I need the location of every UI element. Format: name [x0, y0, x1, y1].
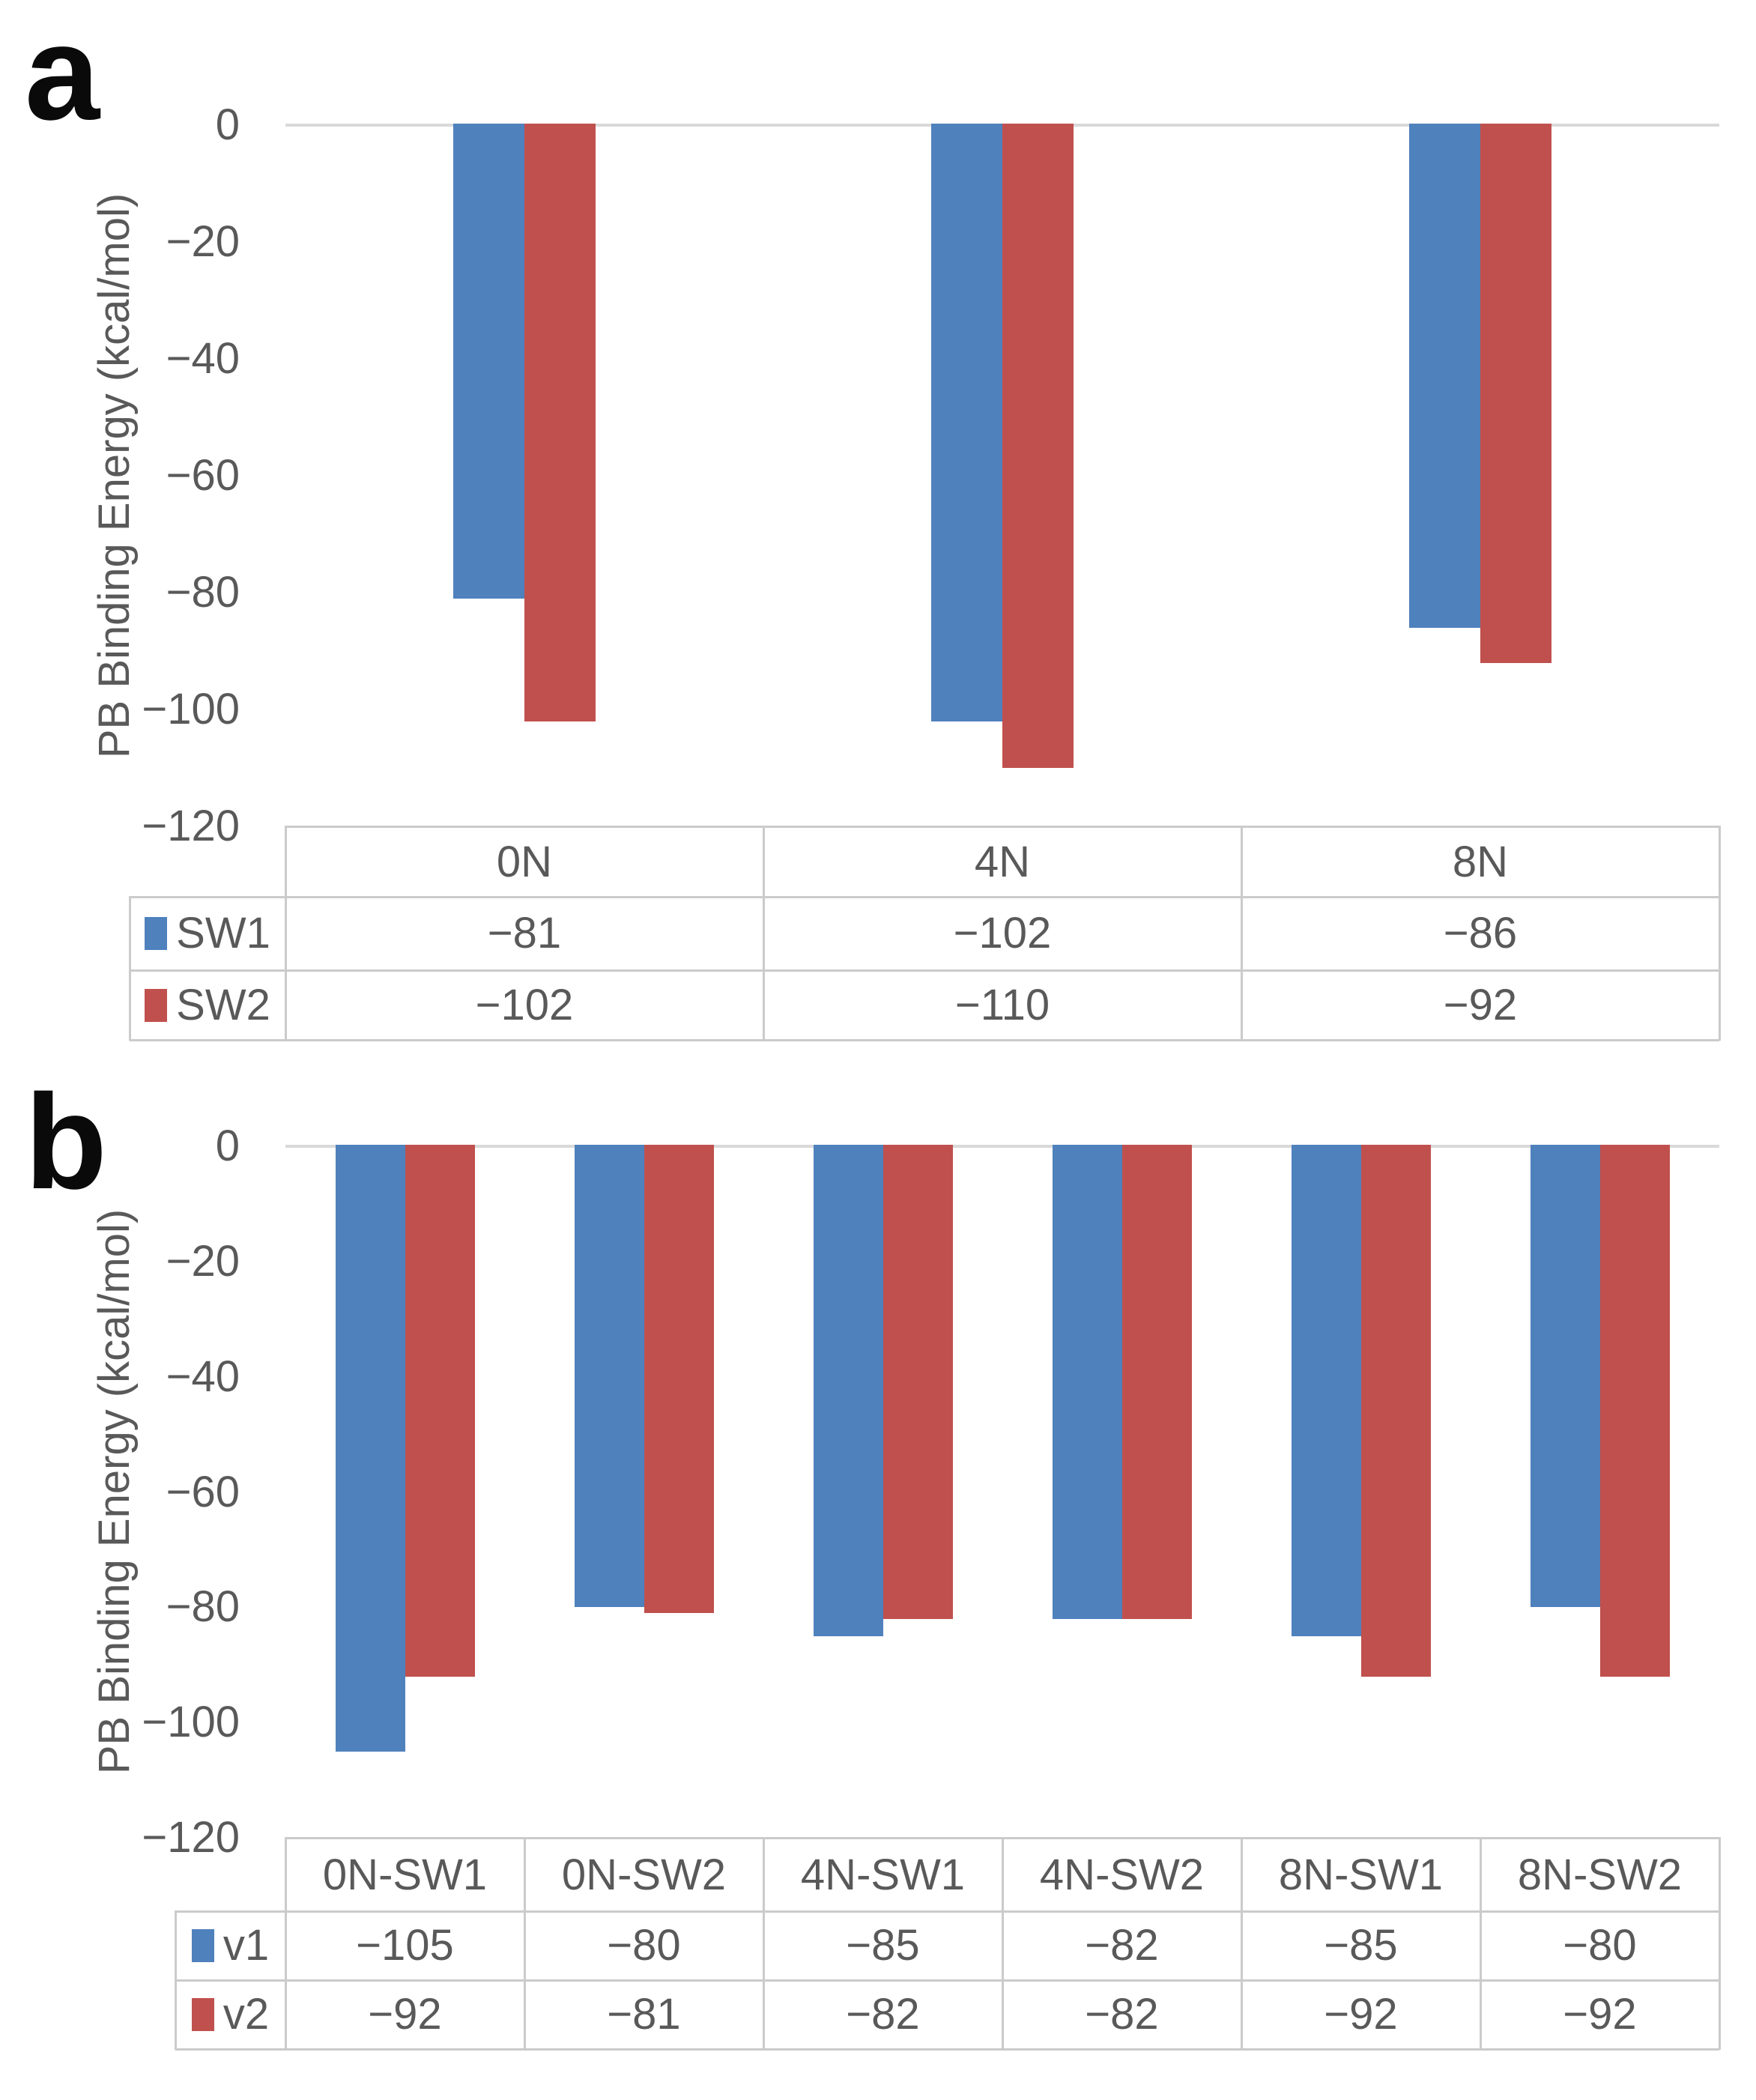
table-column-divider — [763, 1837, 765, 2050]
table-border-top — [285, 826, 1719, 828]
table-cell-v2-0n-sw1: −92 — [368, 1990, 442, 2039]
table-border-bottom — [175, 2048, 1719, 2051]
bar-v2-8n-sw2 — [1600, 1145, 1670, 1677]
table-legend-v2: v2 — [178, 1980, 283, 2049]
bar-v2-8n-sw1 — [1361, 1145, 1431, 1677]
y-axis-tick-label: −20 — [166, 217, 240, 266]
bar-v2-4n-sw2 — [1122, 1145, 1192, 1619]
table-header-4n-sw2: 4N-SW2 — [1039, 1851, 1205, 1899]
table-row-divider — [130, 969, 1719, 972]
table-cell-sw1-0n: −81 — [487, 909, 562, 957]
table-header-8n-sw2: 8N-SW2 — [1517, 1851, 1683, 1899]
table-column-divider — [1241, 1837, 1243, 2050]
table-cell-sw2-4n: −110 — [954, 980, 1050, 1029]
y-axis-tick-label: 0 — [215, 100, 240, 149]
y-axis-tick-label: −100 — [142, 685, 240, 733]
table-column-divider — [524, 1837, 526, 2050]
bar-sw1-4n — [931, 124, 1002, 721]
table-legend-sw2: SW2 — [132, 970, 283, 1040]
table-column-divider — [1241, 826, 1243, 1041]
table-row-divider — [130, 896, 1719, 898]
table-row-divider — [175, 1979, 1719, 1982]
table-header-0n-sw1: 0N-SW1 — [322, 1851, 488, 1899]
y-axis-tick-label: 0 — [215, 1122, 240, 1170]
zero-axis-line — [285, 1145, 1719, 1148]
table-legend-divider — [285, 826, 287, 1041]
bar-v1-8n-sw2 — [1531, 1145, 1600, 1607]
bar-v2-4n-sw1 — [883, 1145, 953, 1619]
table-header-0n: 0N — [496, 838, 553, 886]
y-axis-tick-label: −120 — [142, 802, 240, 850]
bar-sw1-0n — [453, 124, 524, 599]
table-cell-v2-0n-sw2: −81 — [607, 1990, 681, 2039]
y-axis-tick-label: −100 — [142, 1698, 240, 1746]
bar-v2-0n-sw1 — [405, 1145, 475, 1677]
legend-label-v1: v1 — [222, 1921, 270, 1970]
table-border-bottom — [130, 1039, 1719, 1041]
table-cell-sw2-8n: −92 — [1443, 980, 1518, 1029]
y-axis-tick-label: −40 — [166, 334, 240, 383]
table-column-divider — [1480, 1837, 1482, 2050]
legend-label-sw1: SW1 — [176, 909, 270, 957]
y-axis-tick-label: −60 — [166, 1468, 240, 1516]
bar-v1-0n-sw2 — [575, 1145, 644, 1607]
table-border-right — [1719, 1837, 1721, 2050]
panel-label-a: a — [25, 0, 100, 148]
y-axis-tick-label: −80 — [166, 568, 240, 617]
table-cell-v1-4n-sw1: −85 — [846, 1921, 920, 1970]
table-cell-sw1-4n: −102 — [953, 909, 1052, 957]
table-header-8n-sw1: 8N-SW1 — [1278, 1851, 1444, 1899]
table-cell-v2-4n-sw1: −82 — [846, 1990, 920, 2039]
table-cell-v1-8n-sw1: −85 — [1324, 1921, 1398, 1970]
table-cell-v2-8n-sw2: −92 — [1563, 1990, 1637, 2039]
legend-label-sw2: SW2 — [176, 980, 270, 1029]
table-header-4n-sw1: 4N-SW1 — [800, 1851, 966, 1899]
y-axis-tick-label: −120 — [142, 1813, 240, 1862]
bar-sw2-0n — [524, 124, 596, 721]
y-axis-tick-label: −80 — [166, 1582, 240, 1631]
legend-key-sw1 — [145, 917, 168, 950]
table-column-divider — [1002, 1837, 1004, 2050]
table-cell-v1-4n-sw2: −82 — [1085, 1921, 1159, 1970]
bar-sw2-8n — [1480, 124, 1551, 663]
y-axis-tick-label: −20 — [166, 1237, 240, 1286]
table-header-8n: 8N — [1452, 838, 1509, 886]
bar-v1-4n-sw2 — [1053, 1145, 1122, 1619]
bar-sw1-8n — [1409, 124, 1480, 628]
table-cell-sw2-0n: −102 — [475, 980, 574, 1029]
bar-v2-0n-sw2 — [644, 1145, 714, 1613]
table-cell-v1-8n-sw2: −80 — [1563, 1921, 1637, 1970]
table-legend-v1: v1 — [178, 1911, 283, 1980]
table-column-divider — [763, 826, 765, 1041]
legend-key-sw2 — [145, 988, 168, 1022]
table-border-left — [129, 896, 131, 1041]
table-border-left — [175, 1910, 177, 2050]
table-row-divider — [175, 1910, 1719, 1913]
bar-v1-0n-sw1 — [336, 1145, 405, 1752]
y-axis-tick-label: −40 — [166, 1352, 240, 1401]
table-legend-divider — [285, 1837, 287, 2050]
table-legend-sw1: SW1 — [132, 897, 283, 970]
table-header-0n-sw2: 0N-SW2 — [561, 1851, 727, 1899]
table-cell-v1-0n-sw1: −105 — [356, 1921, 454, 1970]
table-cell-v1-0n-sw2: −80 — [607, 1921, 681, 1970]
legend-key-v1 — [191, 1929, 214, 1962]
table-cell-v2-4n-sw2: −82 — [1085, 1990, 1159, 2039]
panel-label-b: b — [25, 1067, 107, 1217]
legend-key-v2 — [191, 1998, 214, 2031]
table-header-4n: 4N — [974, 838, 1031, 886]
bar-v1-4n-sw1 — [814, 1145, 883, 1636]
table-cell-sw1-8n: −86 — [1443, 909, 1518, 957]
table-cell-v2-8n-sw1: −92 — [1324, 1990, 1398, 2039]
bar-sw2-4n — [1002, 124, 1074, 768]
table-border-right — [1719, 826, 1721, 1041]
y-axis-tick-label: −60 — [166, 451, 240, 500]
bar-v1-8n-sw1 — [1292, 1145, 1361, 1636]
legend-label-v2: v2 — [222, 1990, 270, 2039]
